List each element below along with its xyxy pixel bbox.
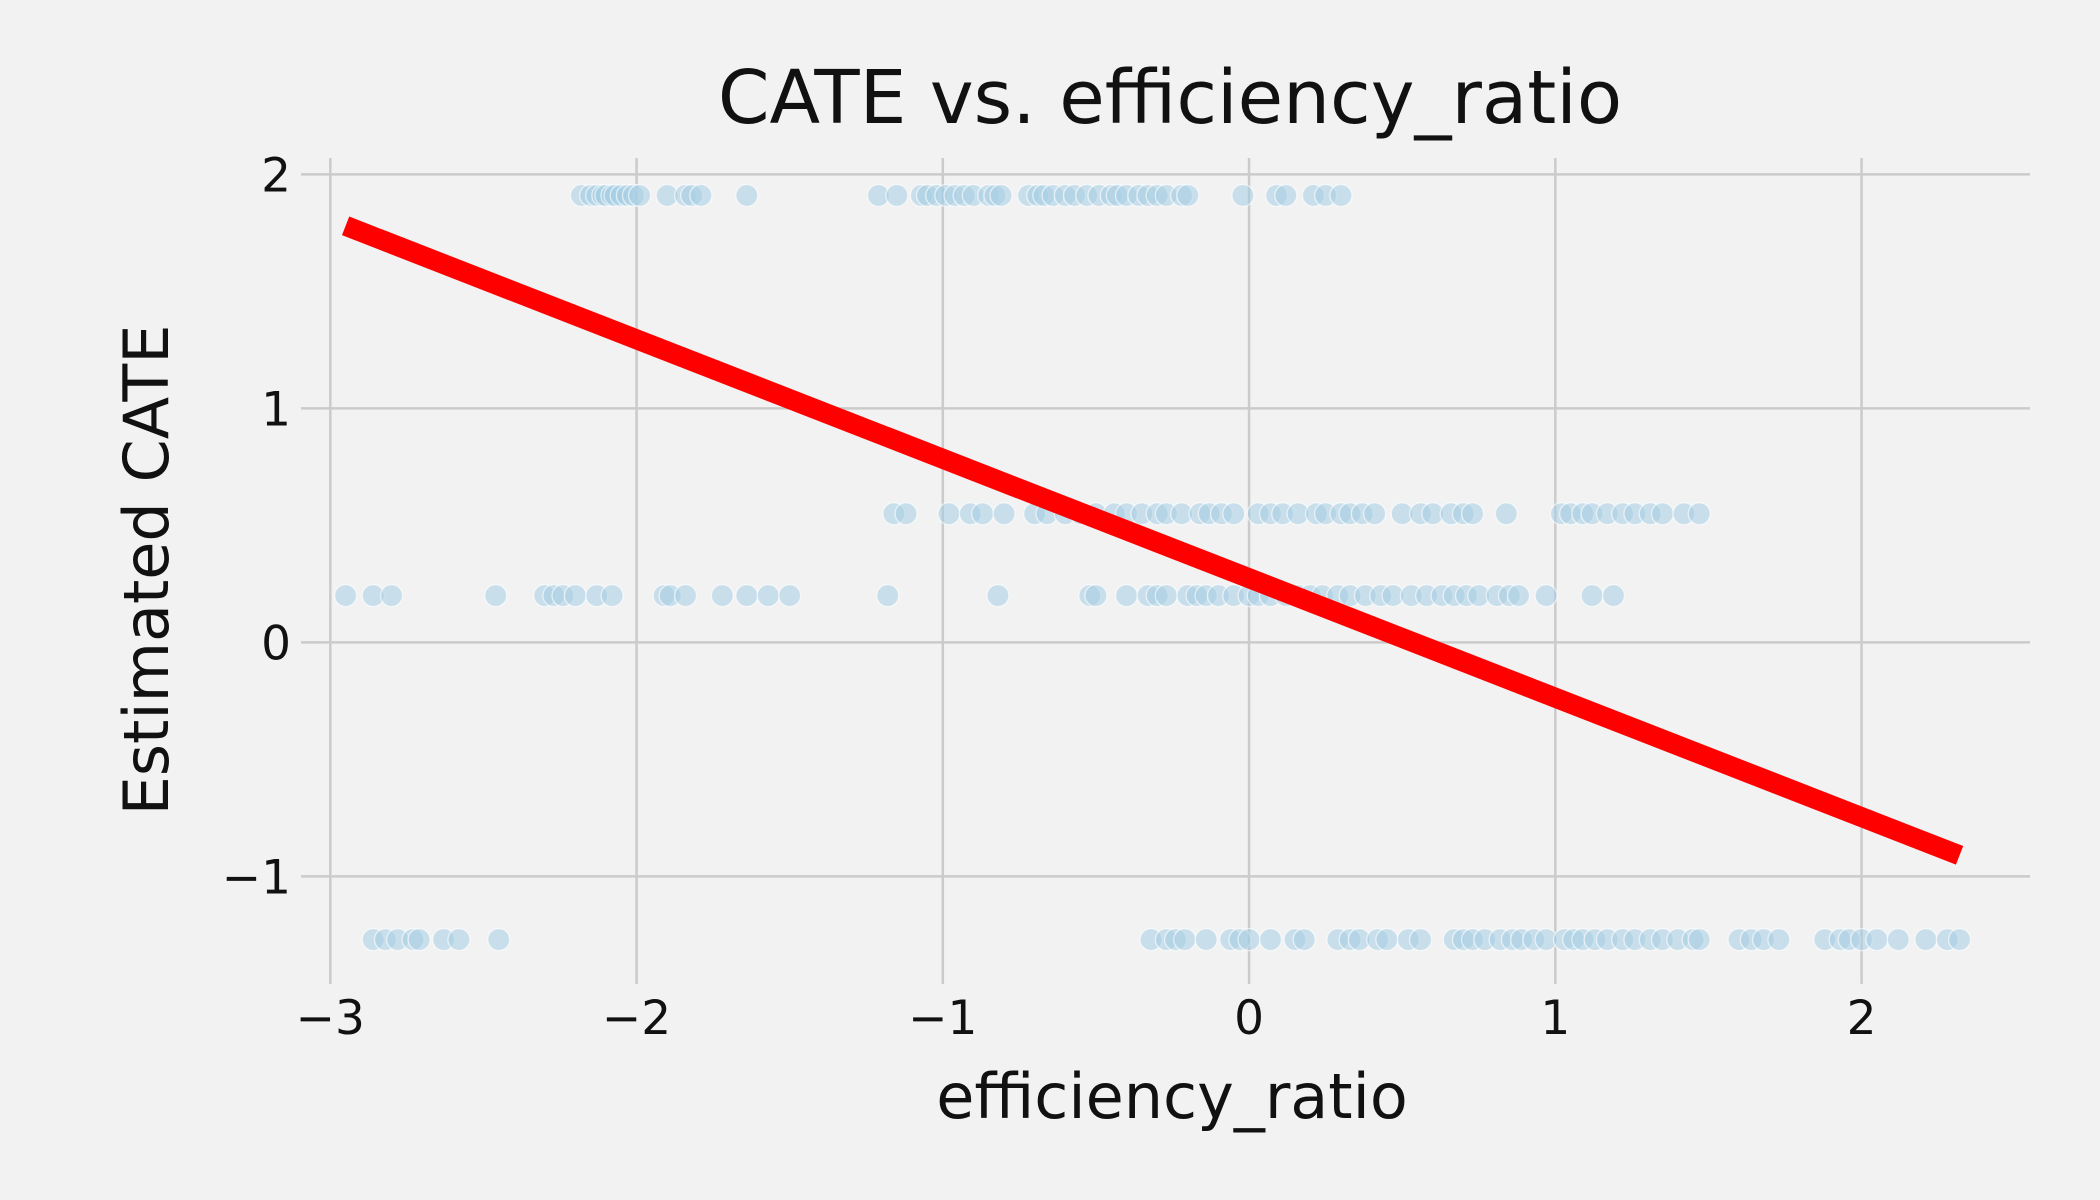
scatter-point <box>735 583 759 608</box>
scatter-point <box>600 583 624 608</box>
scatter-point <box>1886 927 1911 952</box>
scatter-point <box>1176 183 1200 208</box>
scatter-point <box>1154 583 1179 608</box>
grid-lines <box>315 158 2030 970</box>
scatter-point <box>1580 583 1604 608</box>
scatter-point <box>689 183 713 208</box>
fit-line-layer <box>341 216 1964 865</box>
scatter-point <box>673 583 698 608</box>
scatter-point <box>563 583 588 608</box>
scatter-point <box>1865 927 1889 952</box>
y-tick-label: 0 <box>261 616 291 671</box>
scatter-point <box>1687 927 1711 952</box>
x-tick-label: 2 <box>1847 991 1877 1046</box>
scatter-point <box>1408 927 1433 952</box>
scatter-point <box>735 183 759 208</box>
x-tick-label: −2 <box>602 991 671 1046</box>
scatter-point <box>986 583 1010 608</box>
scatter-point <box>1914 927 1938 952</box>
scatter-point <box>1222 501 1246 526</box>
x-tick-label: −1 <box>908 991 977 1046</box>
scatter-point <box>1687 501 1711 526</box>
scatter-point <box>992 501 1016 526</box>
scatter-point <box>1534 583 1558 608</box>
scatter-point <box>1494 501 1519 526</box>
x-axis-label: efficiency_ratio <box>936 1060 1408 1133</box>
chart-title: CATE vs. efficiency_ratio <box>718 55 1622 141</box>
scatter-point <box>407 927 431 952</box>
x-tick-label: −3 <box>296 991 365 1046</box>
scatter-point <box>1274 183 1298 208</box>
scatter-point <box>1194 927 1218 952</box>
scatter-point <box>447 927 471 952</box>
scatter-point <box>1362 501 1387 526</box>
scatter-point <box>970 501 995 526</box>
x-tick-label: 1 <box>1540 991 1570 1046</box>
scatter-point <box>756 583 780 608</box>
y-tick-label: −1 <box>222 850 291 905</box>
scatter-point <box>1173 927 1197 952</box>
scatter-point <box>1650 501 1675 526</box>
scatter-point <box>333 583 358 608</box>
scatter-point <box>483 583 508 608</box>
scatter-point <box>1329 183 1353 208</box>
scatter-point <box>1460 501 1485 526</box>
scatter-point <box>1114 583 1139 608</box>
scatter-point <box>937 501 961 526</box>
scatter-point <box>487 927 511 952</box>
y-tick-label: 2 <box>261 148 291 203</box>
scatter-point <box>1231 183 1255 208</box>
scatter-point <box>1767 927 1791 952</box>
scatter-point <box>1601 583 1626 608</box>
scatter-point <box>1084 583 1108 608</box>
scatter-point <box>1506 583 1531 608</box>
scatter-point <box>777 583 802 608</box>
scatter-point <box>1258 927 1283 952</box>
scatter-point <box>1375 927 1399 952</box>
scatter-point <box>894 501 918 526</box>
scatter-point <box>875 583 900 608</box>
fit-line <box>341 216 1964 865</box>
scatter-point <box>1292 927 1316 952</box>
scatter-point <box>710 583 735 608</box>
axis-ticks: −3 −2 −1 0 1 2 −1 0 1 2 <box>222 148 1877 1046</box>
y-tick-label: 1 <box>261 382 291 437</box>
scatter-point <box>1237 927 1261 952</box>
scatter-point <box>885 183 909 208</box>
y-axis-label: Estimated CATE <box>110 325 183 816</box>
x-tick-label: 0 <box>1234 991 1264 1046</box>
scatter-point <box>379 583 404 608</box>
scatter-point <box>1947 927 1972 952</box>
scatter-point <box>989 183 1013 208</box>
scatter-point <box>627 183 652 208</box>
